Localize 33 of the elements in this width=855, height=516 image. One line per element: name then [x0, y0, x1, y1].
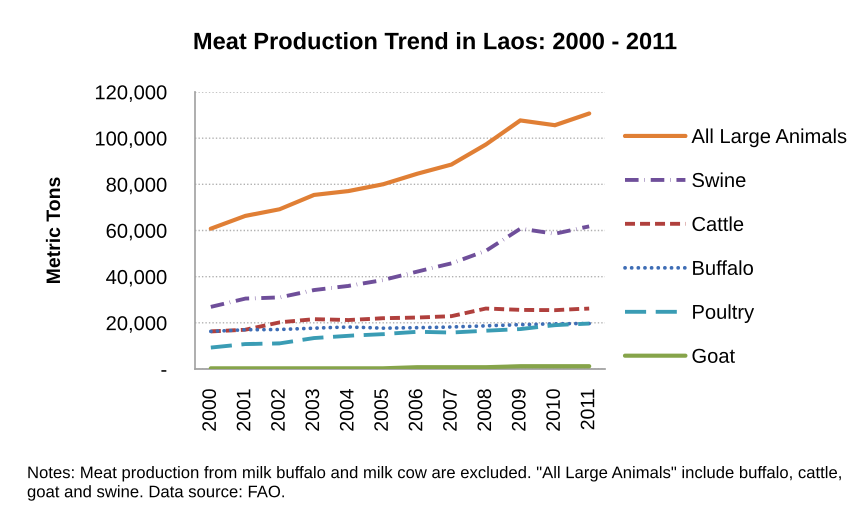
x-tick-label: 2008	[477, 389, 492, 431]
line-series	[209, 322, 591, 334]
x-tick-label: 2004	[340, 389, 354, 431]
x-tick-label: 2002	[271, 389, 285, 431]
y-tick-label: 100,000	[96, 131, 166, 148]
legend-label: Goat	[692, 348, 735, 363]
y-tick-label: 80,000	[106, 178, 166, 194]
y-tick-label: 40,000	[106, 270, 166, 287]
line-series	[208, 322, 592, 350]
legend-label: Buffalo	[693, 260, 753, 276]
legend-label: Poultry	[693, 304, 754, 323]
line-series	[208, 111, 592, 231]
x-tick-label: 2010	[546, 389, 560, 431]
x-tick-label: 2000	[202, 389, 216, 431]
line-series	[208, 224, 592, 309]
x-tick-label: 2009	[512, 389, 526, 431]
x-tick-label: 2006	[408, 389, 422, 431]
x-tick-label: 2007	[443, 389, 457, 431]
y-tick-label: 20,000	[106, 316, 166, 333]
y-tick-label: 120,000	[96, 85, 166, 102]
legend-label: All Large Animals	[692, 128, 846, 148]
legend-label: Swine	[692, 172, 746, 188]
y-tick-label: -	[161, 370, 166, 372]
line-series	[208, 306, 592, 334]
y-tick-label: 60,000	[106, 224, 166, 240]
x-tick-label: 2003	[305, 389, 320, 431]
x-tick-label: 2011	[580, 389, 594, 430]
x-tick-label: 2005	[374, 389, 388, 431]
y-axis-title: Metric Tons	[46, 177, 60, 284]
legend-label: Cattle	[692, 216, 744, 232]
chart-title: Meat Production Trend in Laos: 2000 - 2011	[194, 32, 676, 50]
text: Notes: Meat production from milk buffalo and milk cow are excluded. "All Large Animals" include buffalo, cattle, goat and swine. Data source: FAO.	[28, 466, 841, 501]
x-tick-label: 2001	[236, 389, 250, 431]
